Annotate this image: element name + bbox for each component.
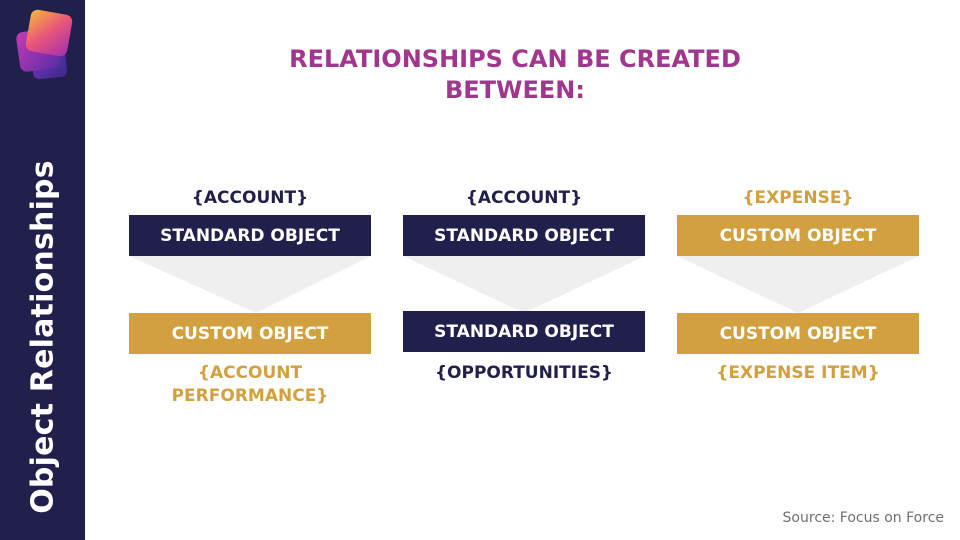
relationship-column-1: {ACCOUNT} STANDARD OBJECT CUSTOM OBJECT … bbox=[129, 185, 371, 425]
bottom-object-label: {EXPENSE ITEM} bbox=[716, 363, 880, 383]
relationship-column-3: {EXPENSE} CUSTOM OBJECT CUSTOM OBJECT {E… bbox=[677, 185, 919, 425]
connector-arrow bbox=[677, 256, 919, 313]
top-object-label: {EXPENSE} bbox=[742, 188, 854, 208]
bottom-object-box: CUSTOM OBJECT bbox=[677, 313, 919, 354]
layered-squares-logo bbox=[16, 9, 73, 80]
source-caption: Source: Focus on Force bbox=[782, 510, 944, 526]
sidebar-title: Object Relationships bbox=[25, 160, 61, 514]
bottom-object-box: CUSTOM OBJECT bbox=[129, 313, 371, 354]
top-object-box: STANDARD OBJECT bbox=[129, 215, 371, 256]
heading-line-1: RELATIONSHIPS CAN BE CREATED bbox=[289, 45, 741, 73]
page-heading: RELATIONSHIPS CAN BE CREATED BETWEEN: bbox=[230, 44, 800, 106]
connector-arrow bbox=[403, 256, 645, 313]
relationship-column-2: {ACCOUNT} STANDARD OBJECT STANDARD OBJEC… bbox=[403, 185, 645, 425]
top-object-box: STANDARD OBJECT bbox=[403, 215, 645, 256]
bottom-object-box: STANDARD OBJECT bbox=[403, 311, 645, 352]
top-object-label: {ACCOUNT} bbox=[465, 188, 583, 208]
connector-arrow bbox=[129, 256, 371, 313]
bottom-object-label: {OPPORTUNITIES} bbox=[434, 363, 614, 383]
bottom-object-label: {ACCOUNT PERFORMANCE} bbox=[171, 363, 329, 406]
sidebar: Object Relationships bbox=[0, 0, 85, 540]
top-object-box: CUSTOM OBJECT bbox=[677, 215, 919, 256]
heading-line-2: BETWEEN: bbox=[444, 76, 585, 104]
top-object-label: {ACCOUNT} bbox=[191, 188, 309, 208]
